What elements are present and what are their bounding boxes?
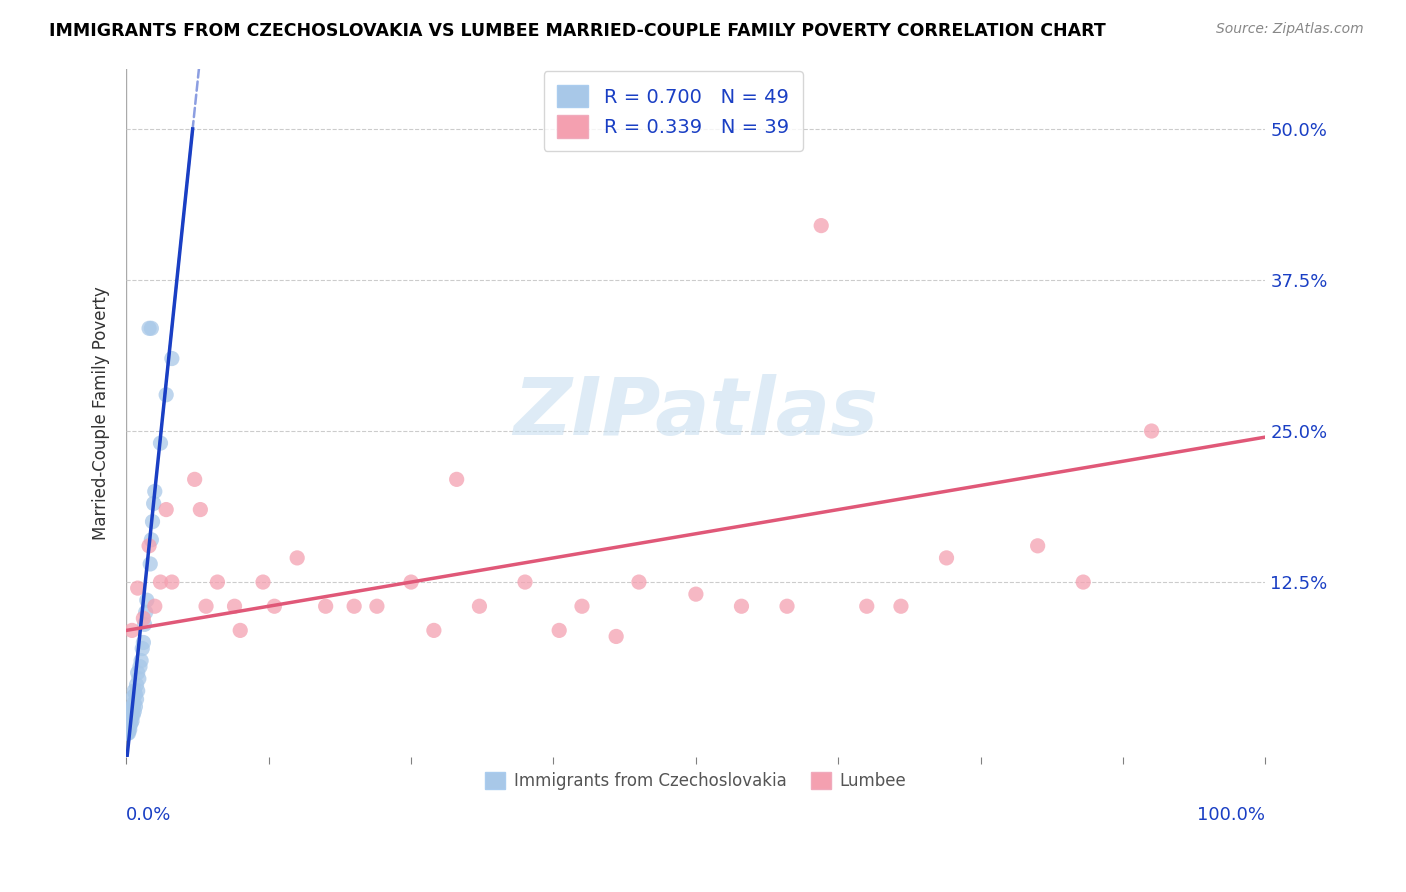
Point <box>122 690 145 704</box>
Point <box>252 575 274 590</box>
Point <box>1140 424 1163 438</box>
Point <box>117 726 139 740</box>
Point <box>730 599 752 614</box>
Point <box>446 472 468 486</box>
Point <box>117 714 139 728</box>
Point <box>141 515 163 529</box>
Point <box>195 599 218 614</box>
Point <box>134 617 156 632</box>
Point <box>124 699 146 714</box>
Point <box>207 575 229 590</box>
Point <box>366 599 388 614</box>
Text: 0.0%: 0.0% <box>127 805 172 823</box>
Point <box>129 654 152 668</box>
Point <box>122 708 145 723</box>
Point <box>132 635 155 649</box>
Point <box>138 539 160 553</box>
Point <box>120 712 142 726</box>
Point <box>125 692 148 706</box>
Point <box>118 719 141 733</box>
Point <box>141 321 163 335</box>
Point <box>135 593 157 607</box>
Point <box>285 550 308 565</box>
Point <box>149 436 172 450</box>
Text: 100.0%: 100.0% <box>1198 805 1265 823</box>
Point <box>315 599 337 614</box>
Point <box>121 624 143 638</box>
Point <box>117 723 139 738</box>
Point <box>127 665 149 680</box>
Point <box>124 683 146 698</box>
Point <box>605 630 627 644</box>
Point <box>118 708 141 723</box>
Point <box>121 708 143 723</box>
Point <box>118 714 141 728</box>
Point <box>118 723 141 737</box>
Point <box>155 502 177 516</box>
Point <box>263 599 285 614</box>
Point <box>423 624 446 638</box>
Point <box>224 599 246 614</box>
Point <box>127 683 149 698</box>
Point <box>160 351 183 366</box>
Point <box>127 581 149 595</box>
Point <box>124 688 146 702</box>
Point <box>149 575 172 590</box>
Point <box>117 723 139 738</box>
Point <box>1026 539 1049 553</box>
Text: Source: ZipAtlas.com: Source: ZipAtlas.com <box>1216 22 1364 37</box>
Point <box>117 720 139 734</box>
Point <box>117 716 139 731</box>
Point <box>571 599 593 614</box>
Point <box>468 599 491 614</box>
Point <box>855 599 877 614</box>
Point <box>935 550 957 565</box>
Point <box>143 599 166 614</box>
Point <box>548 624 571 638</box>
Point <box>1071 575 1094 590</box>
Point <box>117 720 139 734</box>
Point <box>810 219 832 233</box>
Text: IMMIGRANTS FROM CZECHOSLOVAKIA VS LUMBEE MARRIED-COUPLE FAMILY POVERTY CORRELATI: IMMIGRANTS FROM CZECHOSLOVAKIA VS LUMBEE… <box>49 22 1107 40</box>
Point <box>120 704 142 718</box>
Point <box>128 672 150 686</box>
Point <box>627 575 650 590</box>
Legend: Immigrants from Czechoslovakia, Lumbee: Immigrants from Czechoslovakia, Lumbee <box>478 765 912 797</box>
Point <box>121 699 143 714</box>
Point <box>125 678 148 692</box>
Point <box>120 716 142 731</box>
Point <box>399 575 422 590</box>
Point <box>121 714 143 728</box>
Point <box>183 472 205 486</box>
Point <box>141 533 163 547</box>
Point <box>160 575 183 590</box>
Point <box>890 599 912 614</box>
Point <box>124 696 146 710</box>
Point <box>155 388 177 402</box>
Point <box>117 726 139 740</box>
Point <box>343 599 366 614</box>
Point <box>143 484 166 499</box>
Point <box>188 502 211 516</box>
Point <box>142 496 165 510</box>
Point <box>135 605 157 619</box>
Point <box>129 659 152 673</box>
Point <box>131 641 153 656</box>
Point <box>685 587 707 601</box>
Point <box>138 321 160 335</box>
Point <box>776 599 799 614</box>
Point <box>229 624 252 638</box>
Point <box>122 699 145 714</box>
Point <box>139 557 162 571</box>
Point <box>513 575 536 590</box>
Point <box>132 611 155 625</box>
Point <box>117 726 139 740</box>
Point <box>124 704 146 718</box>
Text: ZIPatlas: ZIPatlas <box>513 374 879 452</box>
Y-axis label: Married-Couple Family Poverty: Married-Couple Family Poverty <box>93 286 110 540</box>
